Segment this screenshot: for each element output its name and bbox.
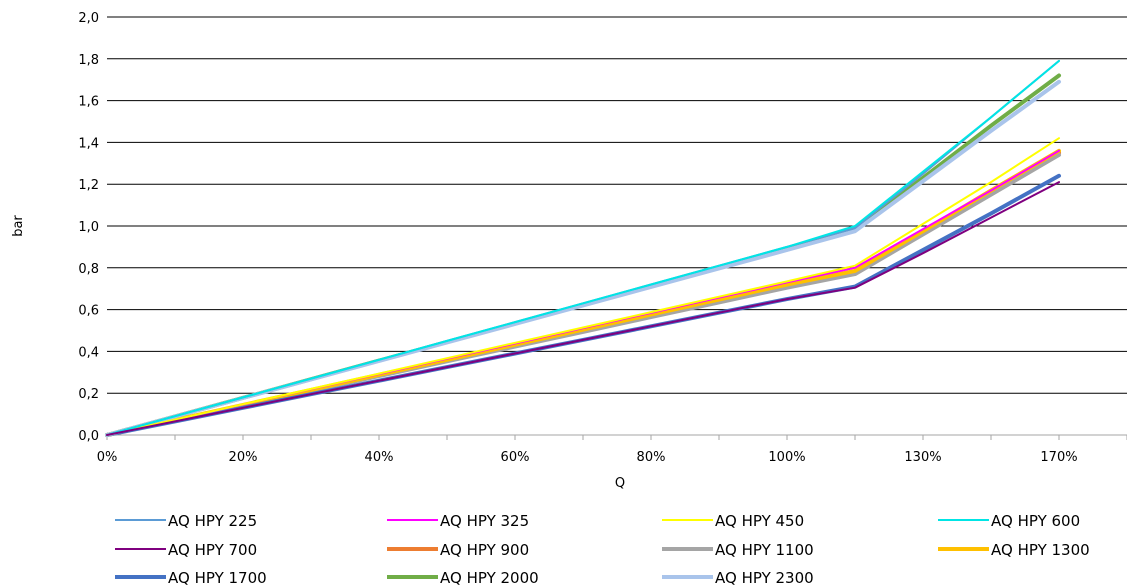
- x-tick-label: 130%: [904, 450, 941, 465]
- series-line: [106, 181, 1060, 436]
- y-tick-label: 0,6: [78, 304, 99, 319]
- legend-label: AQ HPY 700: [168, 541, 257, 559]
- y-tick-label: 1,8: [78, 53, 99, 68]
- y-tick-label: 1,6: [78, 95, 99, 110]
- y-tick-label: 0,4: [78, 345, 99, 360]
- legend: AQ HPY 225 AQ HPY 325 AQ HPY 450 AQ HPY 600…: [115, 512, 1090, 587]
- legend-label: AQ HPY 1300: [991, 541, 1090, 559]
- x-axis: [106, 434, 1127, 440]
- y-tick-labels: 0,0 0,2 0,4 0,6 0,8 1,0 1,2 1,4 1,6 1,8 2,0: [78, 11, 99, 444]
- x-tick-label: 100%: [768, 450, 805, 465]
- series-line: [106, 59, 1060, 436]
- legend-label: AQ HPY 2300: [715, 569, 814, 587]
- x-tick-labels: 0% 20% 40% 60% 80% 100% 130% 170%: [97, 450, 1078, 465]
- legend-label: AQ HPY 600: [991, 512, 1080, 530]
- y-tick-label: 1,4: [78, 136, 99, 151]
- x-tick-label: 40%: [365, 450, 394, 465]
- legend-label: AQ HPY 900: [440, 541, 529, 559]
- legend-label: AQ HPY 1100: [715, 541, 814, 559]
- x-tick-label: 170%: [1040, 450, 1077, 465]
- y-tick-label: 2,0: [78, 11, 99, 26]
- x-tick-label: 60%: [501, 450, 530, 465]
- series-line: [105, 148, 1061, 437]
- legend-label: AQ HPY 2000: [440, 569, 539, 587]
- series-line: [106, 59, 1060, 436]
- series-line: [106, 137, 1060, 436]
- y-axis-title: bar: [11, 215, 26, 237]
- y-tick-label: 0,2: [78, 387, 99, 402]
- x-tick-label: 80%: [637, 450, 666, 465]
- legend-label: AQ HPY 325: [440, 512, 529, 530]
- grid-lines: [107, 16, 1127, 394]
- y-tick-label: 0,8: [78, 262, 99, 277]
- series-lines: [105, 59, 1061, 437]
- legend-label: AQ HPY 225: [168, 512, 257, 530]
- legend-label: AQ HPY 1700: [168, 569, 267, 587]
- series-line: [106, 149, 1060, 436]
- y-tick-label: 0,0: [78, 429, 99, 444]
- y-tick-label: 1,2: [78, 178, 99, 193]
- x-tick-label: 0%: [97, 450, 118, 465]
- legend-label: AQ HPY 450: [715, 512, 804, 530]
- series-line: [105, 79, 1061, 437]
- x-axis-title: Q: [615, 476, 625, 491]
- x-tick-label: 20%: [229, 450, 258, 465]
- series-line: [105, 150, 1061, 437]
- y-tick-label: 1,0: [78, 220, 99, 235]
